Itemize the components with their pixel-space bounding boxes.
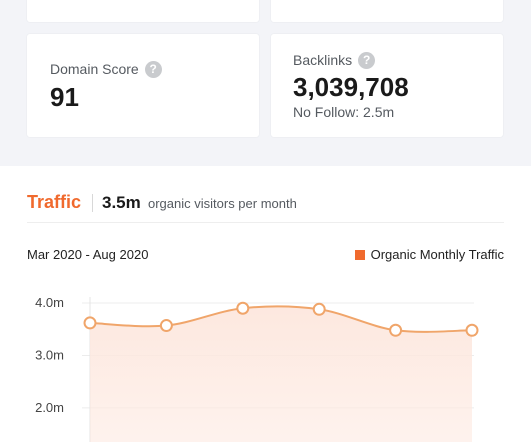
metrics-panel: Domain Score? 91 Backlinks? 3,039,708 No… bbox=[0, 0, 531, 166]
data-point-jul-2020[interactable] bbox=[389, 323, 403, 337]
traffic-value: 3.5m bbox=[102, 193, 141, 212]
data-point-mar-2020[interactable] bbox=[83, 316, 97, 330]
question-mark-icon[interactable]: ? bbox=[144, 61, 162, 78]
traffic-caption: organic visitors per month bbox=[148, 196, 297, 211]
domain-score-label-row: Domain Score? bbox=[50, 61, 162, 78]
data-point-may-2020[interactable] bbox=[236, 301, 250, 315]
y-tick-label: 2.0m bbox=[35, 400, 64, 415]
traffic-line bbox=[89, 305, 473, 333]
metric-card bbox=[271, 0, 503, 22]
data-point-jun-2020[interactable] bbox=[312, 302, 326, 316]
traffic-chart: 4.0m 3.0m 2.0m bbox=[35, 295, 479, 442]
question-mark-icon[interactable]: ? bbox=[358, 52, 376, 69]
backlinks-label-row: Backlinks? bbox=[293, 52, 376, 69]
data-point-aug-2020[interactable] bbox=[465, 323, 479, 337]
y-tick-label: 3.0m bbox=[35, 347, 64, 362]
traffic-title[interactable]: Traffic bbox=[27, 192, 82, 212]
backlinks-label: Backlinks bbox=[293, 52, 353, 68]
backlinks-value: 3,039,708 bbox=[293, 72, 409, 102]
traffic-header: Traffic 3.5m organic visitors per month bbox=[27, 190, 504, 223]
domain-score-value: 91 bbox=[50, 82, 79, 112]
legend-label: Organic Monthly Traffic bbox=[370, 247, 504, 262]
backlinks-card: Backlinks? 3,039,708 No Follow: 2.5m bbox=[271, 34, 503, 137]
metric-card bbox=[27, 0, 259, 22]
traffic-area bbox=[90, 306, 472, 442]
data-point-apr-2020[interactable] bbox=[159, 319, 173, 333]
date-range: Mar 2020 - Aug 2020 bbox=[27, 247, 149, 262]
header-divider bbox=[92, 194, 93, 212]
legend-swatch bbox=[354, 250, 365, 260]
y-tick-label: 4.0m bbox=[35, 295, 64, 310]
domain-score-card: Domain Score? 91 bbox=[27, 34, 259, 137]
backlinks-nofollow: No Follow: 2.5m bbox=[293, 104, 395, 120]
domain-score-label: Domain Score bbox=[50, 61, 139, 77]
chart-legend[interactable]: Organic Monthly Traffic bbox=[354, 247, 504, 262]
